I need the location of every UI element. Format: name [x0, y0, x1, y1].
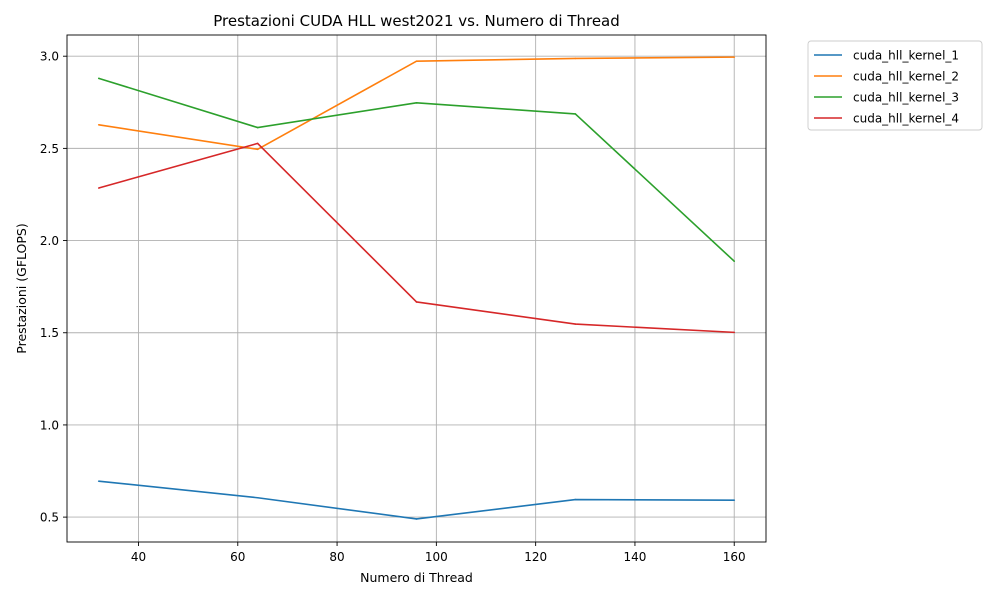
legend-frame: [807, 40, 983, 131]
data-point: [733, 56, 736, 58]
y-tick-label: 0.5: [40, 511, 59, 525]
data-point: [574, 113, 577, 115]
y-tick-label: 1.5: [40, 326, 59, 340]
data-point: [415, 518, 418, 520]
series-line-cuda-hll-kernel-1: [98, 480, 735, 520]
chart-title: Prestazioni CUDA HLL west2021 vs. Numero…: [213, 12, 620, 30]
data-point: [574, 498, 577, 501]
data-point: [256, 148, 259, 151]
x-tick-label: 120: [524, 550, 547, 564]
data-point: [574, 57, 577, 60]
legend-label: cuda_hll_kernel_2: [853, 70, 959, 84]
data-point: [97, 77, 100, 80]
series-lines: [97, 56, 736, 520]
data-point: [256, 496, 259, 499]
legend: cuda_hll_kernel_1 cuda_hll_kernel_2 cuda_h…: [807, 40, 983, 131]
x-tick-label: 140: [623, 550, 646, 564]
x-tick-label: 160: [723, 550, 746, 564]
data-point: [415, 102, 418, 104]
legend-label: cuda_hll_kernel_3: [853, 91, 959, 105]
x-tick-label: 40: [131, 550, 146, 564]
series-line-cuda-hll-kernel-3: [98, 77, 735, 262]
legend-label: cuda_hll_kernel_1: [853, 49, 959, 63]
data-point: [574, 323, 577, 325]
y-tick-label: 3.0: [40, 50, 59, 64]
y-axis-label: Prestazioni (GFLOPS): [14, 223, 29, 353]
axis-ticks: 40 60 80 100 120 140 160 0.5 1.0 1.5 2.0 2.5 3.0: [40, 50, 746, 564]
data-point: [733, 260, 736, 263]
data-point: [256, 126, 259, 129]
data-point: [415, 60, 418, 62]
grid-lines: [67, 35, 766, 542]
x-axis-label: Numero di Thread: [360, 570, 473, 585]
data-point: [256, 142, 259, 145]
x-tick-label: 100: [425, 550, 448, 564]
x-tick-label: 80: [329, 550, 344, 564]
data-point: [415, 301, 418, 303]
y-tick-label: 2.5: [40, 142, 59, 156]
legend-label: cuda_hll_kernel_4: [853, 112, 959, 126]
y-tick-label: 1.0: [40, 418, 59, 432]
data-point: [733, 499, 736, 501]
data-point: [733, 331, 736, 334]
data-point: [97, 123, 100, 126]
plot-frame: [66, 34, 767, 543]
y-tick-label: 2.0: [40, 234, 59, 248]
data-point: [97, 480, 100, 482]
x-tick-label: 60: [230, 550, 245, 564]
data-point: [97, 187, 100, 189]
